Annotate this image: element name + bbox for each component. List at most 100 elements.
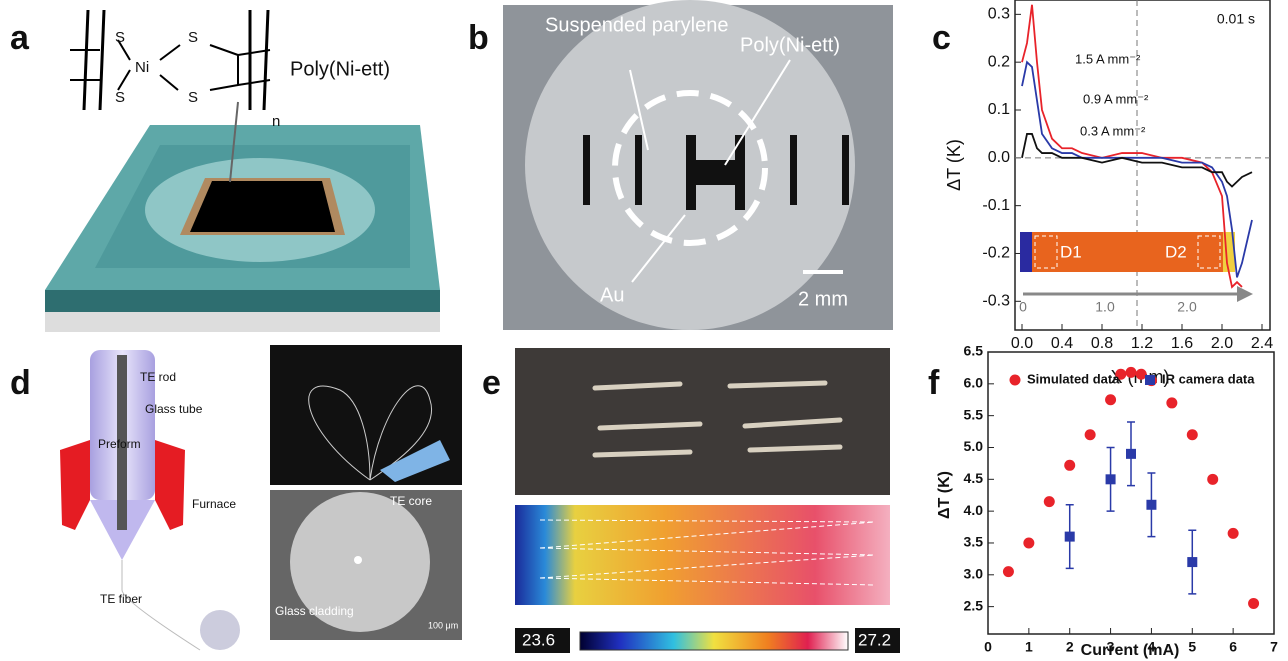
y-tick-label: 6.5: [964, 343, 984, 359]
colorbar: [580, 632, 848, 650]
atom: S: [188, 89, 198, 106]
point: [1064, 460, 1075, 471]
panel-label: f: [928, 364, 940, 402]
callout: TE fiber: [100, 592, 142, 606]
panel-label: e: [482, 364, 501, 402]
callout: Furnace: [192, 497, 236, 511]
y-tick-label: 0.2: [988, 53, 1010, 70]
y-tick-label: 3.5: [964, 534, 984, 550]
inset-heatmap: [1020, 232, 1235, 272]
y-tick-label: 2.5: [964, 597, 984, 613]
point: [1187, 429, 1198, 440]
figure: a S Ni S S S n Poly(Ni-ett) b Suspended …: [0, 0, 1288, 661]
point: [1085, 429, 1096, 440]
inset-tick-label: 2.0: [1177, 299, 1197, 315]
callout: Glass cladding: [275, 604, 354, 618]
electrode: [842, 135, 849, 205]
y-tick-label: 5.5: [964, 406, 984, 422]
colorbar-min: 23.6: [522, 630, 555, 649]
y-tick-label: 3.0: [964, 566, 984, 582]
plot-frame: [988, 352, 1274, 634]
brackets: [84, 10, 268, 110]
callout: Au: [600, 284, 624, 306]
x-tick-label: 2.4: [1251, 335, 1273, 352]
series-label: 0.9 A mm⁻²: [1083, 91, 1149, 106]
point: [1044, 496, 1055, 507]
callout: Poly(Ni-ett): [740, 34, 840, 56]
polymer-name: Poly(Ni-ett): [290, 58, 390, 80]
legend-label: Simulated data: [1027, 371, 1120, 386]
inset-label: D1: [1060, 242, 1082, 261]
colorbar-max: 27.2: [858, 630, 891, 649]
point: [1065, 532, 1075, 542]
panel-d: d TE rod Glass tube Preform Furnace TE f…: [10, 345, 462, 650]
x-tick-label: 0: [984, 639, 992, 655]
panel-label: d: [10, 364, 31, 402]
annotation: 0.01 s: [1217, 11, 1255, 27]
inset-arrow: [1237, 286, 1253, 302]
point: [1126, 449, 1136, 459]
x-tick-label: 0.8: [1091, 335, 1113, 352]
y-tick-label: 5.0: [964, 438, 984, 454]
substrate-base: [45, 312, 440, 332]
y-tick-label: 6.0: [964, 375, 984, 391]
point: [1166, 397, 1177, 408]
x-tick-label: 5: [1188, 639, 1196, 655]
electrode: [635, 135, 642, 205]
x-tick-label: 2.0: [1211, 335, 1233, 352]
x-tick-label: 1.2: [1131, 335, 1153, 352]
film: [190, 181, 335, 232]
panel-label: c: [932, 19, 951, 57]
electrode: [790, 135, 797, 205]
x-tick-label: 6: [1229, 639, 1237, 655]
x-axis-label: Current (mA): [1081, 642, 1180, 659]
inset-edge: [1020, 232, 1032, 272]
callout: Preform: [98, 437, 141, 451]
y-axis-label: ΔT (K): [936, 471, 953, 519]
y-tick-label: 4.5: [964, 470, 984, 486]
x-tick-label: 1: [1025, 639, 1033, 655]
x-tick-label: 7: [1270, 639, 1278, 655]
panel-e: e 23.6 27.2: [482, 348, 900, 653]
point: [1228, 528, 1239, 539]
point: [1248, 598, 1259, 609]
core: [354, 556, 362, 564]
scale-label: 100 μm: [428, 620, 458, 630]
inset-tick-label: 1.0: [1095, 299, 1115, 315]
atom: S: [115, 29, 125, 46]
thermal-image: [515, 505, 890, 605]
callout: Glass tube: [145, 402, 203, 416]
y-tick-label: 0.0: [988, 149, 1010, 166]
y-tick-label: -0.1: [982, 197, 1010, 214]
electrode: [583, 135, 590, 205]
legend-marker: [1010, 375, 1021, 386]
y-tick-label: 0.3: [988, 6, 1010, 23]
point: [1187, 557, 1197, 567]
inset: D1 D2 0 1.0 2.0: [1019, 232, 1253, 315]
point: [1126, 367, 1137, 378]
substrate-side: [45, 290, 440, 312]
callout: TE core: [390, 494, 432, 508]
y-tick-label: 0.1: [988, 101, 1010, 118]
point: [1023, 537, 1034, 548]
plot-frame: [1015, 0, 1270, 330]
inset-label: D2: [1165, 242, 1187, 261]
x-tick-label: 0.4: [1051, 335, 1073, 352]
y-tick-label: 4.0: [964, 502, 984, 518]
series-label: 0.3 A mm⁻²: [1080, 123, 1146, 138]
point: [1207, 474, 1218, 485]
legend-marker: [1145, 375, 1155, 385]
subscript: n: [272, 113, 280, 130]
point: [1106, 474, 1116, 484]
y-tick-label: -0.3: [982, 293, 1010, 310]
series-label: 1.5 A mm⁻²: [1075, 51, 1141, 66]
panel-label: a: [10, 19, 30, 57]
atom: S: [188, 29, 198, 46]
callout: TE rod: [140, 370, 176, 384]
inset-tick-label: 0: [1019, 299, 1027, 315]
point: [1146, 500, 1156, 510]
x-tick-label: 0.0: [1011, 335, 1033, 352]
panel-a: a S Ni S S S n Poly(Ni-ett): [10, 10, 440, 332]
panel-b: b Suspended parylene Poly(Ni-ett) Au 2 m…: [468, 0, 893, 330]
point: [1003, 566, 1014, 577]
